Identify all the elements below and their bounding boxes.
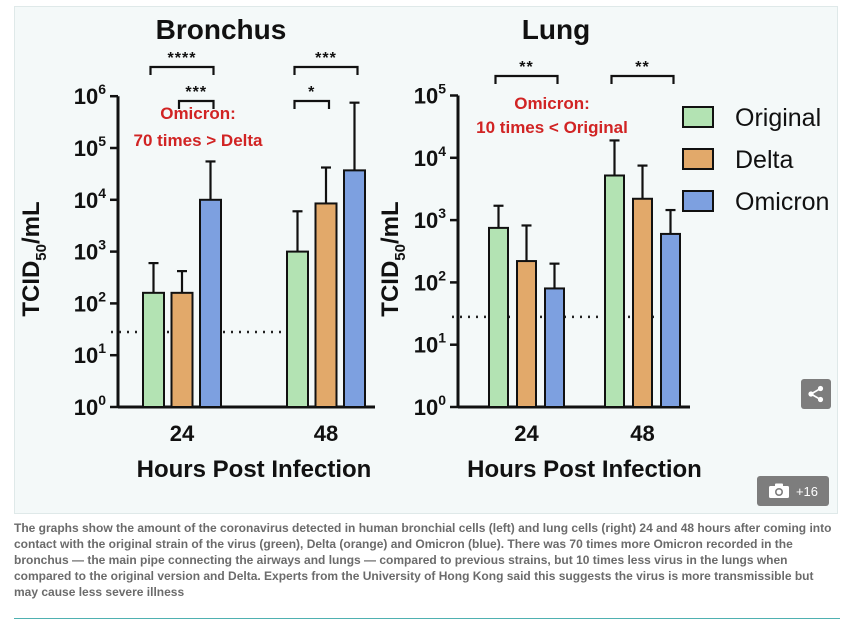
bar-omicron-48	[343, 169, 366, 408]
y-tick-label: 103	[414, 205, 446, 233]
chart-title: Bronchus	[156, 14, 287, 45]
gallery-button[interactable]: +16	[757, 476, 829, 506]
significance-bracket	[293, 99, 331, 109]
bar-original-48	[286, 250, 309, 408]
significance-label: ***	[315, 50, 337, 67]
bar-delta-24	[516, 260, 537, 408]
significance-bracket	[293, 65, 359, 75]
chart-panel-lung: Lung 100 101 102 103 104 105 TCID50/mL 24 48 Hours…	[377, 14, 702, 483]
charts-figure: Bronchus 100 101 102 103 104 105 106 TCID50/mL 24…	[18, 14, 829, 483]
bar-omicron-48	[660, 232, 681, 408]
significance-bracket	[610, 74, 675, 84]
y-axis-label: TCID50/mL	[18, 201, 50, 316]
x-tick-label: 24	[170, 421, 195, 446]
image-caption: The graphs show the amount of the corona…	[14, 521, 832, 599]
bar-omicron-24	[544, 287, 565, 409]
x-tick-label: 48	[630, 421, 654, 446]
y-tick-label: 101	[414, 330, 446, 358]
y-tick-label: 101	[74, 340, 106, 368]
share-button[interactable]	[801, 379, 831, 409]
bar-omicron-24	[199, 198, 222, 408]
significance-bracket	[177, 99, 215, 109]
y-tick-label: 106	[74, 81, 106, 109]
y-tick-label: 102	[74, 288, 106, 316]
x-axis-label: Hours Post Infection	[467, 456, 702, 483]
omicron-annotation: Omicron:	[160, 104, 236, 123]
bar-delta-48	[314, 202, 338, 408]
chart-legend: Original Delta Omicron	[682, 104, 829, 216]
significance-label: ***	[185, 84, 207, 101]
bar-original-48	[604, 174, 625, 408]
camera-icon	[768, 483, 789, 498]
caption-divider	[14, 618, 840, 619]
gallery-count: +16	[795, 483, 819, 499]
y-tick-label: 100	[74, 392, 106, 420]
omicron-annotation: 10 times < Original	[476, 118, 628, 137]
y-tick-label: 104	[414, 143, 446, 171]
y-tick-label: 104	[74, 185, 106, 213]
legend-label-original: Original	[735, 104, 821, 132]
share-icon	[808, 385, 824, 403]
y-tick-label: 105	[414, 81, 446, 109]
bar-original-24	[142, 291, 165, 409]
significance-label: **	[635, 59, 649, 76]
significance-label: *	[308, 84, 315, 101]
significance-bracket	[149, 65, 215, 75]
chart-panel-bronchus: Bronchus 100 101 102 103 104 105 106 TCID50/mL 24…	[18, 14, 375, 483]
legend-label-omicron: Omicron	[735, 188, 829, 216]
y-tick-label: 102	[414, 267, 446, 295]
bar-original-24	[488, 226, 509, 408]
y-tick-label: 105	[74, 133, 106, 161]
y-axis-label: TCID50/mL	[377, 201, 409, 316]
significance-label: ****	[168, 50, 197, 67]
omicron-annotation: 70 times > Delta	[134, 131, 264, 150]
chart-title: Lung	[522, 14, 590, 45]
significance-label: **	[519, 59, 533, 76]
significance-bracket	[494, 74, 559, 84]
x-tick-label: 48	[314, 421, 338, 446]
legend-swatch-delta	[682, 148, 714, 170]
y-tick-label: 103	[74, 237, 106, 265]
y-tick-label: 100	[414, 392, 446, 420]
bar-delta-48	[632, 197, 653, 408]
x-tick-label: 24	[514, 421, 539, 446]
bar-delta-24	[170, 291, 194, 409]
legend-swatch-omicron	[682, 190, 714, 212]
x-axis-label: Hours Post Infection	[137, 456, 372, 483]
legend-swatch-original	[682, 106, 714, 128]
figure-frame	[14, 6, 838, 514]
omicron-annotation: Omicron:	[514, 94, 590, 113]
legend-label-delta: Delta	[735, 146, 793, 174]
